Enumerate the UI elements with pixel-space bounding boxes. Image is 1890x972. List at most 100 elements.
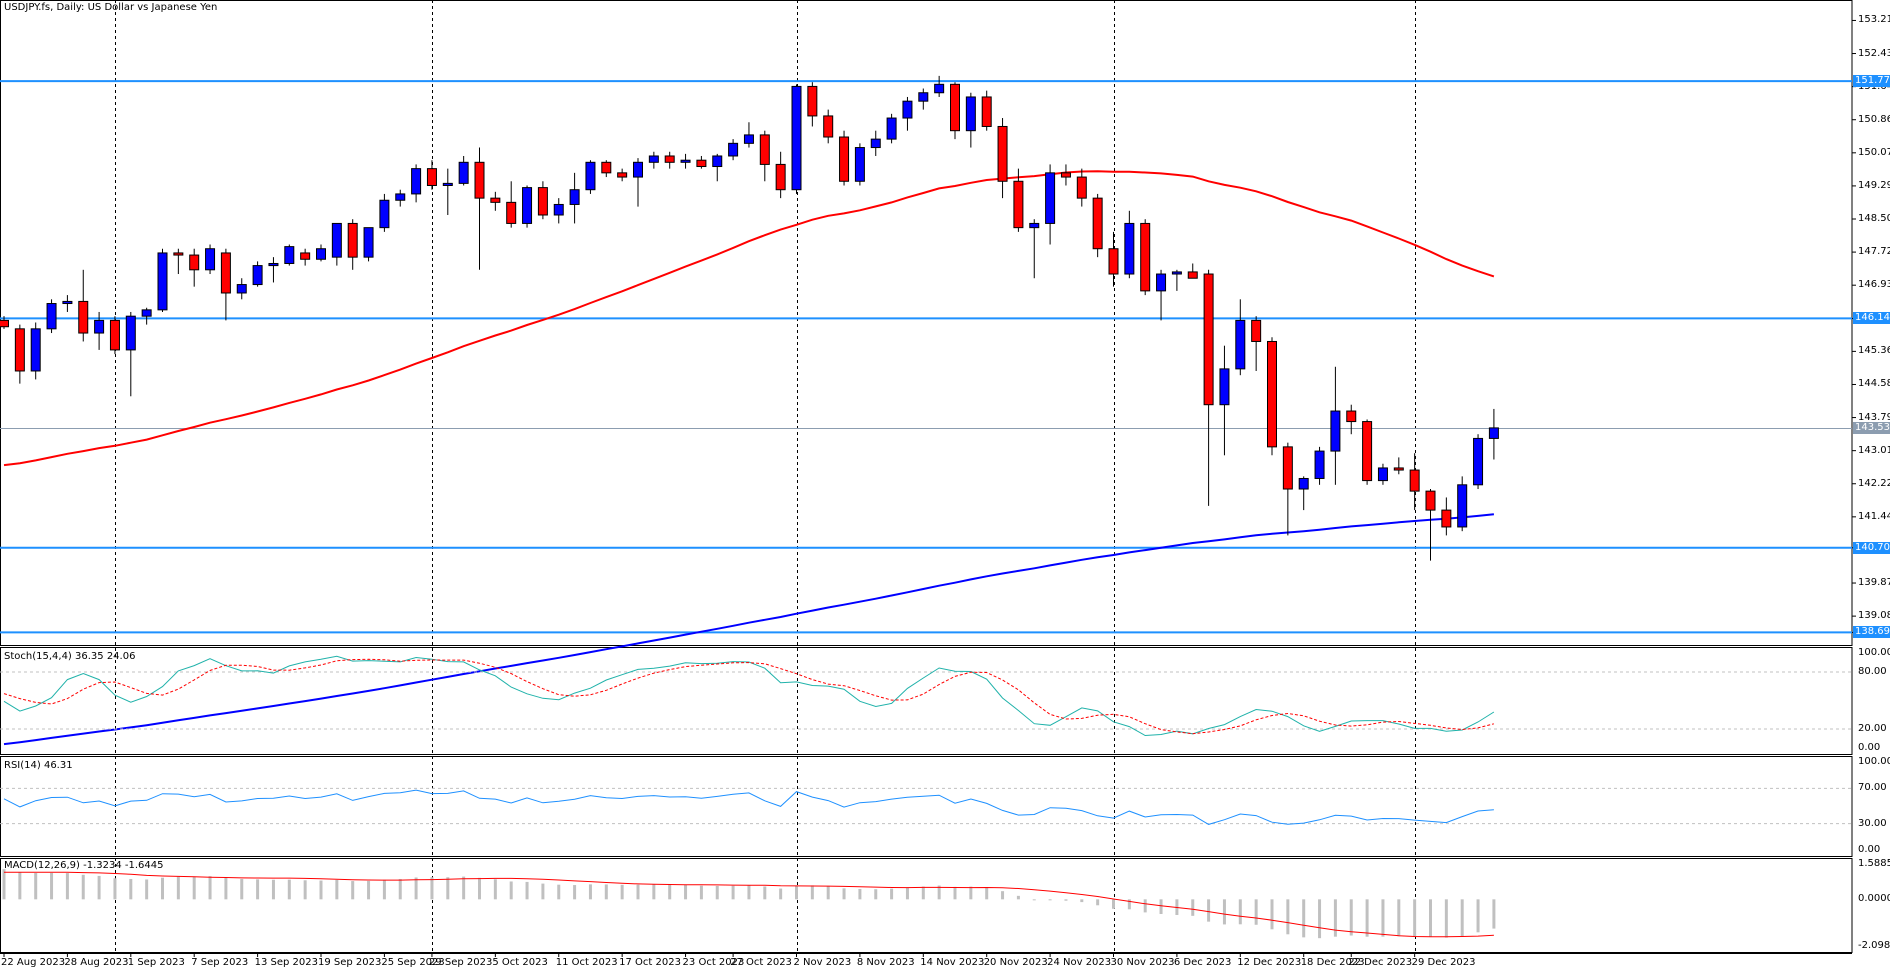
macd-histogram-bar [1365,899,1369,937]
macd-histogram-bar [97,875,101,900]
macd-histogram-bar [351,881,355,900]
candle-body [284,246,295,264]
time-tick-label: 6 Dec 2023 [1173,957,1232,968]
macd-histogram-bar [1333,899,1337,937]
stoch-signal-line [3,658,1495,735]
candle-body [426,168,437,186]
rsi-tick-label: 0.00 [1858,844,1881,855]
price-tick-label: 143.010 [1858,444,1890,456]
rsi-tick-label: 30.00 [1858,817,1887,829]
candle-body [331,222,342,258]
price-tick-label: 142.225 [1858,477,1890,489]
macd-histogram-bar [113,878,117,900]
macd-histogram-bar [699,885,703,900]
candle-body [1108,248,1119,275]
macd-histogram-bar [240,878,244,900]
chart-title: USDJPY.fs, Daily: US Dollar vs Japanese … [4,2,218,13]
candle-body [1251,319,1262,342]
candle-body [1219,368,1230,406]
time-tick-label: 23 Oct 2023 [682,957,745,968]
macd-histogram-bar [874,889,878,900]
candle-body [1441,509,1452,528]
macd-histogram-bar [953,886,957,900]
macd-histogram-bar [335,879,339,900]
macd-histogram-bar [1064,899,1068,901]
macd-histogram-bar [319,880,323,900]
candle-body [680,159,691,163]
candle-body [442,182,453,186]
price-tick-label: 147.720 [1858,246,1890,258]
macd-histogram-bar [557,884,561,900]
macd-histogram-bar [446,877,450,900]
candle-body [823,115,834,138]
candle-body [94,319,105,334]
candle-body [664,155,675,163]
candle-body [268,262,279,267]
macd-histogram-bar [937,885,941,900]
candle-body [522,187,533,224]
candle-body [950,83,960,132]
time-tick-label: 2 Nov 2023 [793,957,852,968]
macd-histogram-bar [1001,891,1005,900]
candle-body [1203,273,1214,406]
stoch-main-line [3,655,1495,737]
macd-histogram-bar [810,885,814,900]
macd-histogram-bar [541,883,545,900]
macd-histogram-bar [905,887,909,900]
candle-body [1171,271,1182,275]
macd-histogram-bar [1381,899,1385,937]
macd-histogram-bar [256,879,260,900]
macd-histogram-bar [1207,899,1211,922]
macd-histogram-bar [1016,895,1020,900]
time-tick-label: 11 Oct 2023 [555,957,618,968]
stoch-tick-label: 20.00 [1858,723,1887,734]
price-tick-label: 153.215 [1858,14,1890,26]
level-price-tag: 138.698 [1853,626,1890,639]
stoch-tick-label: 100.00 [1858,647,1890,658]
time-tick-label: 8 Nov 2023 [856,957,915,968]
stoch-title: Stoch(15,4,4) 36.35 24.06 [4,651,136,662]
candle-body [537,187,548,216]
candle-body [1267,340,1277,448]
candle-body [902,100,913,119]
level-price-tag: 140.706 [1853,541,1890,554]
macd-histogram-bar [224,877,228,900]
macd-histogram-bar [525,881,529,900]
macd-histogram-bar [620,884,624,900]
ma-fast-line [3,170,1495,467]
macd-histogram-bar [462,876,466,900]
time-tick-label: 13 Sep 2023 [254,957,318,968]
candle-body [775,163,786,191]
macd-histogram-bar [890,888,894,900]
macd-histogram-bar [1238,899,1242,925]
time-tick-label: 1 Sep 2023 [127,957,185,968]
macd-histogram-bar [636,884,640,900]
candle-body [870,138,881,149]
macd-histogram-bar [478,877,481,900]
price-tick-label: 146.935 [1858,279,1890,291]
candle-body [1013,180,1024,229]
candle-body [569,189,580,205]
candle-body [1393,467,1404,471]
candle-body [1045,172,1056,224]
candle-body [220,252,231,294]
candle-body [1425,490,1436,511]
candle-body [78,300,89,334]
macd-histogram-bar [779,888,783,900]
time-tick-label: 19 Sep 2023 [318,957,382,968]
macd-histogram-bar [208,876,212,900]
time-tick-label: 14 Nov 2023 [920,957,985,968]
candle-body [125,315,136,351]
macd-histogram-bar [1413,899,1417,937]
macd-histogram-bar [1397,899,1401,937]
rsi-line [3,789,1494,825]
candle-body [1092,197,1103,250]
time-tick-label: 24 Nov 2023 [1047,957,1112,968]
price-tick-label: 139.085 [1858,610,1890,622]
candle-body [807,85,818,117]
candle-body [1124,222,1135,275]
macd-histogram-bar [1444,899,1448,938]
